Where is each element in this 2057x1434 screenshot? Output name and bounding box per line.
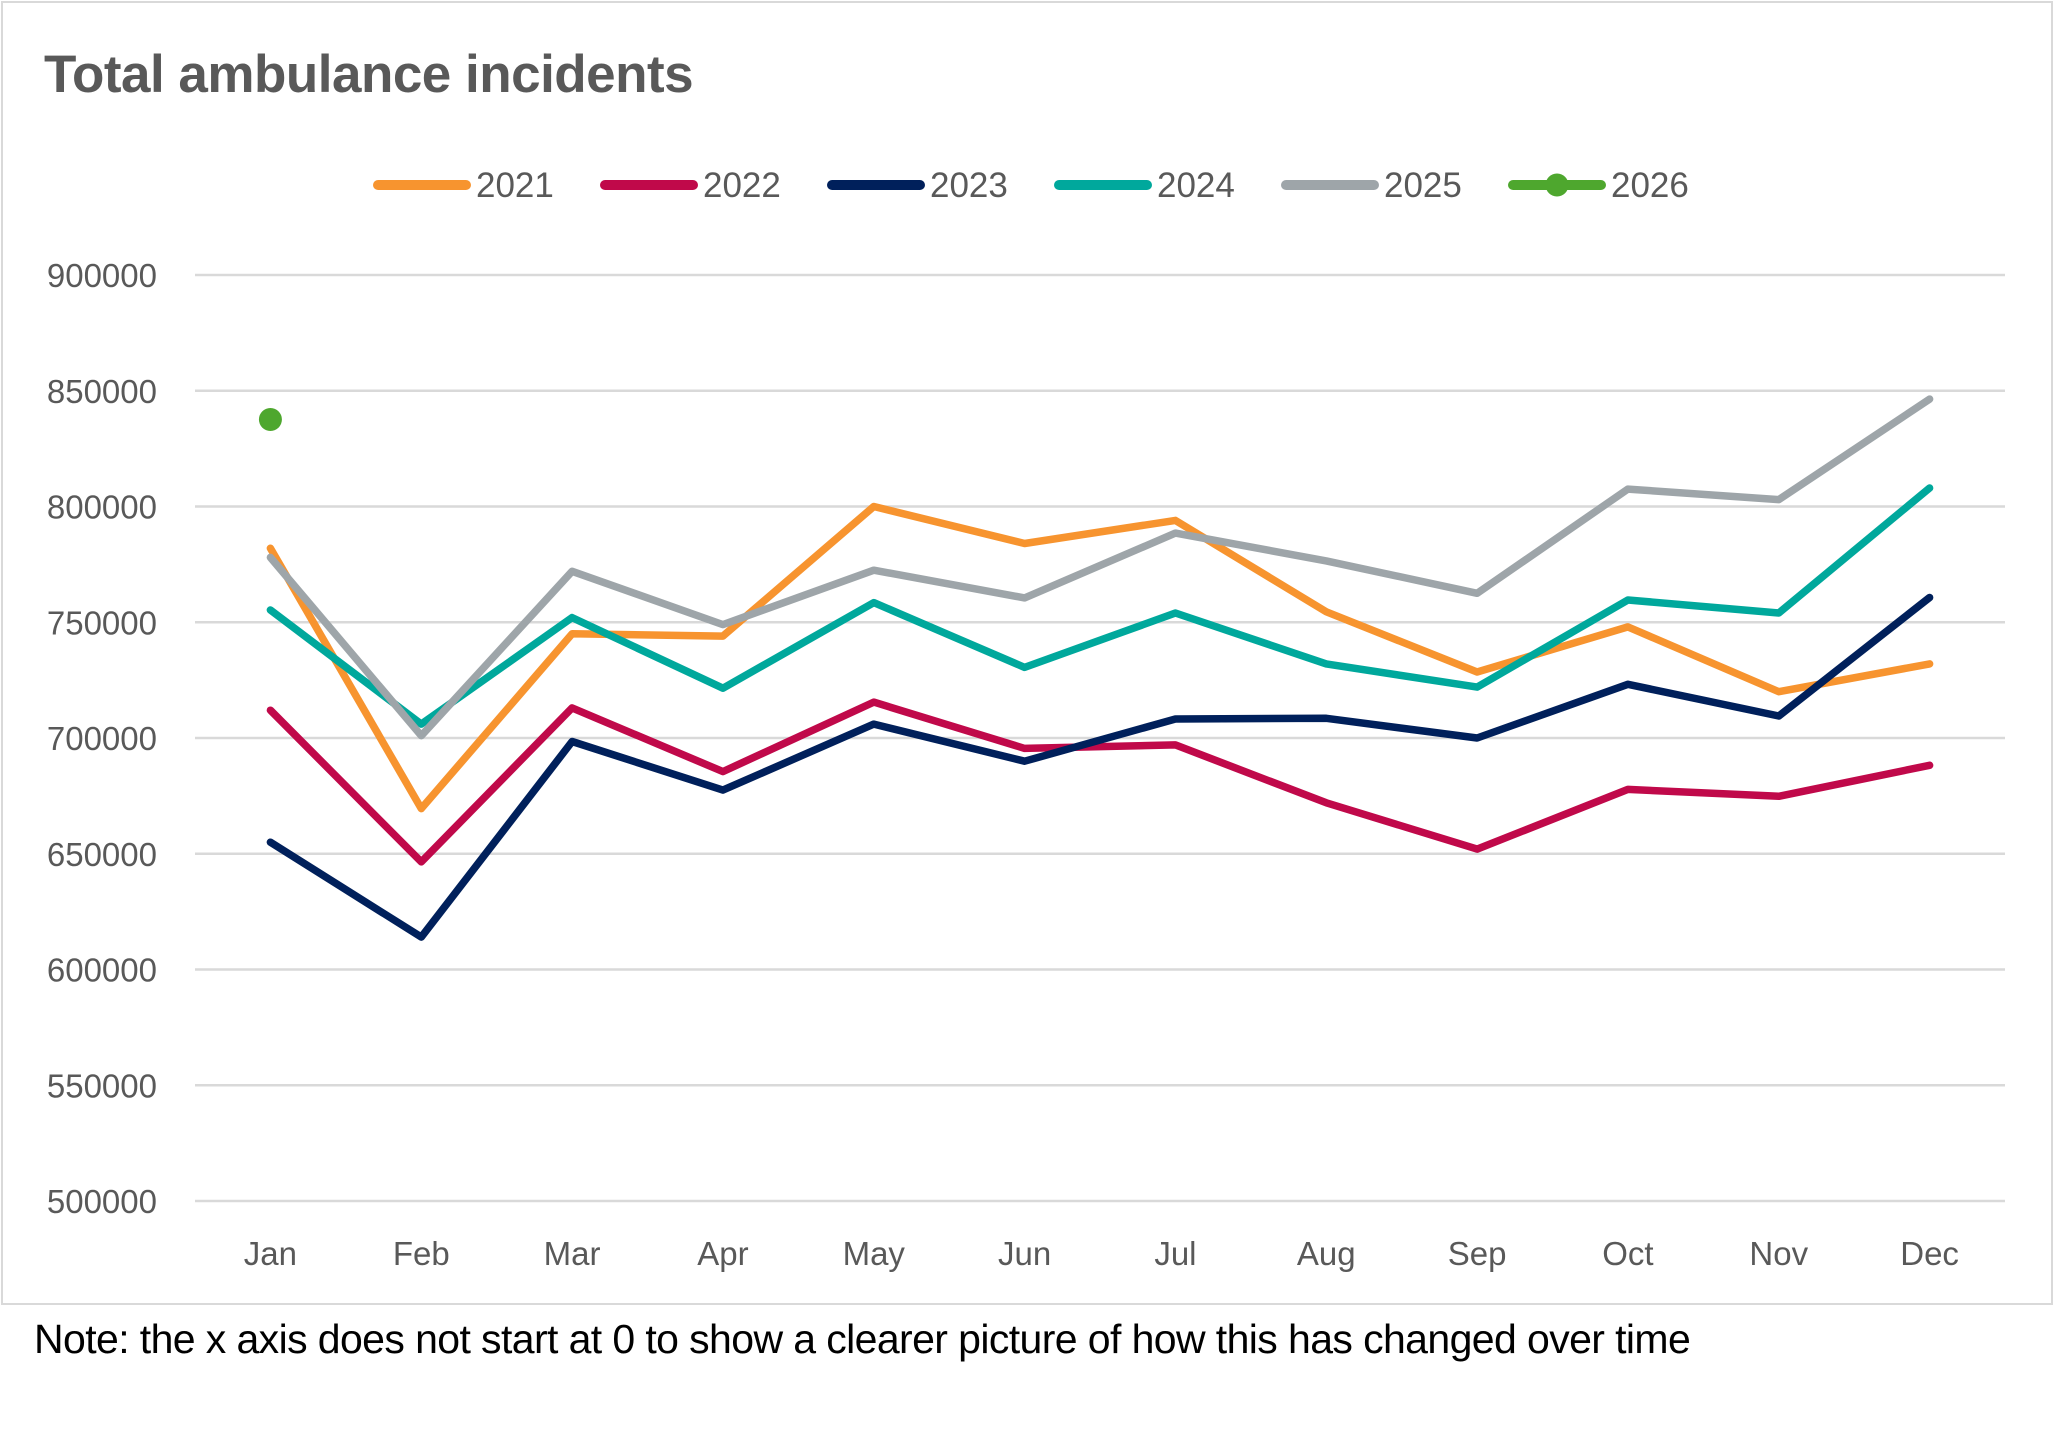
series-2024 (266, 484, 1934, 728)
legend-marker (1545, 173, 1569, 197)
legend-item-2022[interactable]: 2022 (600, 166, 781, 205)
legend-item-2026[interactable]: 2026 (1508, 166, 1689, 205)
x-tick-label: Jul (1154, 1235, 1196, 1272)
series-2023 (266, 593, 1934, 941)
series-lines (258, 395, 1934, 941)
axis-note: Note: the x axis does not start at 0 to … (34, 1316, 1691, 1362)
gridlines (195, 273, 2005, 1203)
series-line-2024 (266, 484, 1934, 728)
x-tick-label: Apr (697, 1235, 748, 1272)
x-tick-label: Jun (998, 1235, 1051, 1272)
x-tick-label: Dec (1900, 1235, 1959, 1272)
y-tick-label: 550000 (47, 1067, 157, 1104)
y-tick-label: 900000 (47, 257, 157, 294)
series-line-2025 (266, 395, 1934, 740)
chart-title: Total ambulance incidents (44, 45, 694, 104)
y-tick-label: 800000 (47, 489, 157, 526)
legend-label: 2023 (930, 166, 1008, 205)
series-line-2021 (266, 502, 1934, 813)
legend-label: 2022 (703, 166, 781, 205)
series-2026 (258, 407, 282, 431)
y-axis-ticks: 500000 550000 600000 650000 700000 750000 8000… (47, 257, 157, 1220)
legend-item-2025[interactable]: 2025 (1281, 166, 1462, 205)
x-tick-label: May (843, 1235, 906, 1272)
series-line-2022 (266, 698, 1934, 866)
x-tick-label: Jan (244, 1235, 297, 1272)
y-tick-label: 700000 (47, 720, 157, 757)
x-tick-label: Sep (1448, 1235, 1507, 1272)
y-tick-label: 600000 (47, 952, 157, 989)
legend-label: 2021 (476, 166, 554, 205)
legend-item-2023[interactable]: 2023 (827, 166, 1008, 205)
legend: 2021 2022 2023 2024 2025 2026 (373, 166, 1689, 205)
x-tick-label: Aug (1297, 1235, 1356, 1272)
chart-frame (1, 1, 2053, 1305)
series-2021 (266, 502, 1934, 813)
x-tick-label: Mar (544, 1235, 601, 1272)
line-chart: 500000 550000 600000 650000 700000 750000 8000… (47, 166, 2005, 1272)
legend-item-2024[interactable]: 2024 (1054, 166, 1235, 205)
y-tick-label: 500000 (47, 1183, 157, 1220)
y-tick-label: 750000 (47, 604, 157, 641)
x-tick-label: Oct (1602, 1235, 1653, 1272)
legend-item-2021[interactable]: 2021 (373, 166, 554, 205)
series-2025 (266, 395, 1934, 740)
x-tick-label: Feb (393, 1235, 450, 1272)
series-line-2023 (266, 593, 1934, 941)
x-tick-label: Nov (1749, 1235, 1808, 1272)
series-2022 (266, 698, 1934, 866)
data-point-2026-Jan (258, 407, 282, 431)
legend-label: 2025 (1384, 166, 1462, 205)
x-axis-ticks: Jan Feb Mar Apr May Jun Jul Aug Sep Oct Nov Dec (244, 1235, 1959, 1272)
y-tick-label: 650000 (47, 836, 157, 873)
legend-label: 2026 (1611, 166, 1689, 205)
legend-label: 2024 (1157, 166, 1235, 205)
y-tick-label: 850000 (47, 373, 157, 410)
